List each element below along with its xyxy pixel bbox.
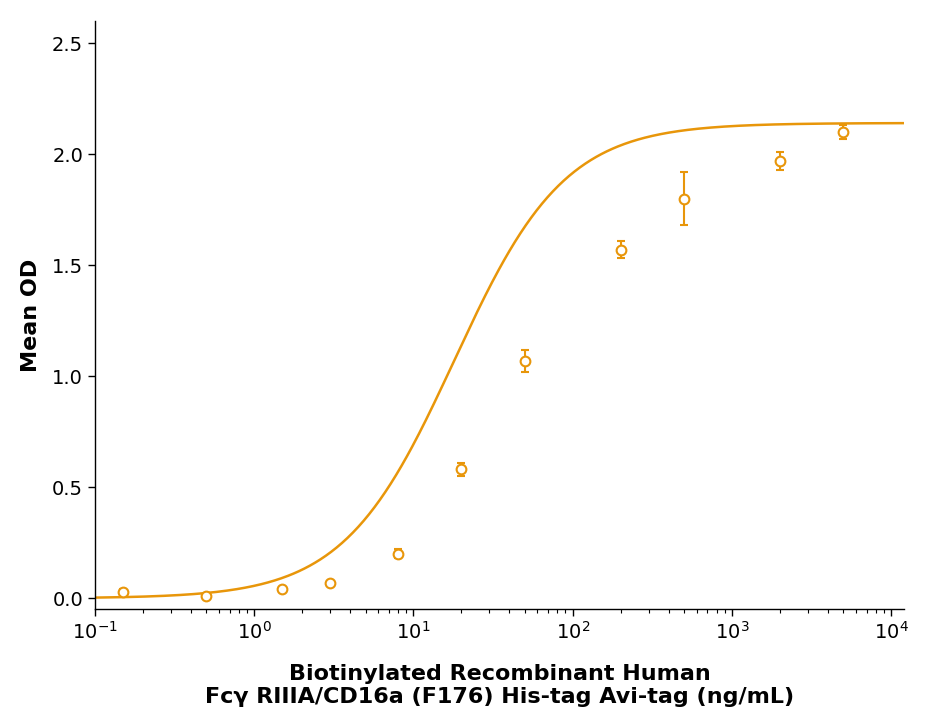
X-axis label: Biotinylated Recombinant Human
Fcγ RIIIA/CD16a (F176) His-tag Avi-tag (ng/mL): Biotinylated Recombinant Human Fcγ RIIIA… — [205, 664, 794, 707]
Y-axis label: Mean OD: Mean OD — [20, 258, 41, 372]
